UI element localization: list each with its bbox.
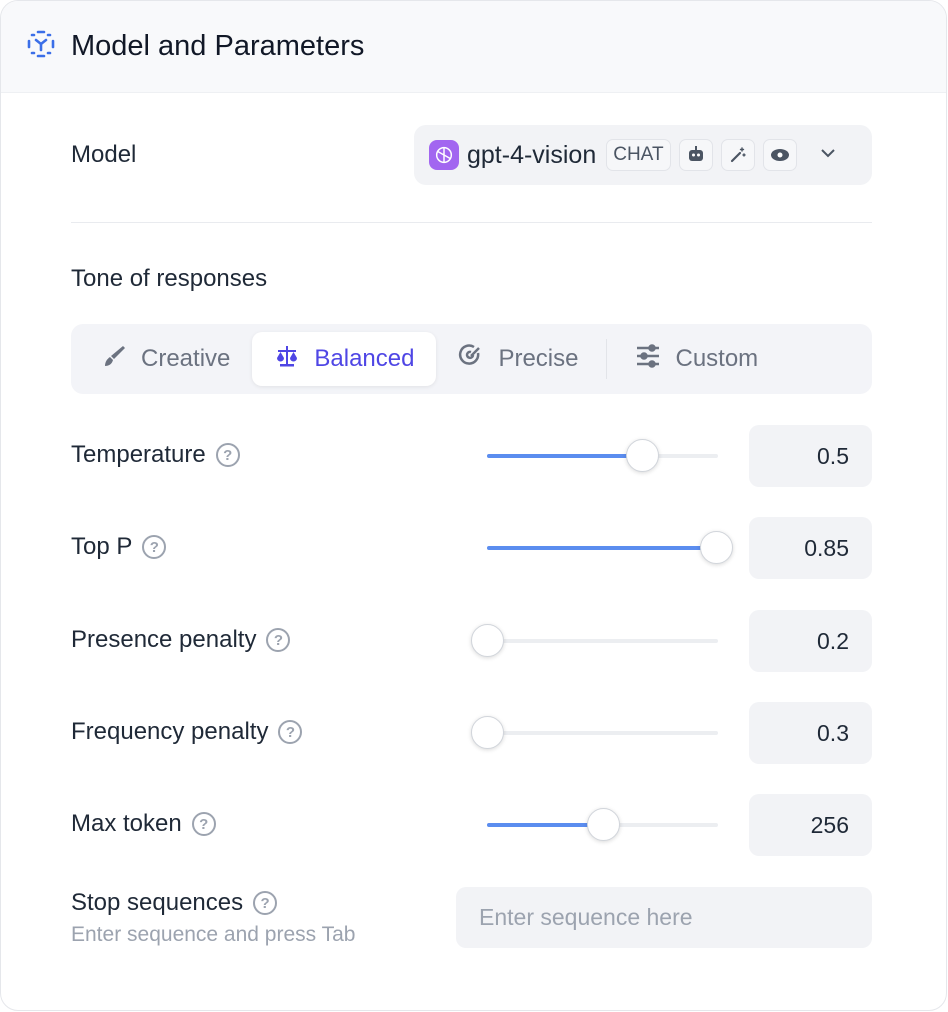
tab-custom[interactable]: Custom	[613, 332, 780, 386]
param-row: Presence penalty? 0.2	[71, 610, 872, 672]
slider-thumb[interactable]	[471, 716, 504, 749]
magic-wand-icon	[720, 139, 755, 171]
chevron-down-icon[interactable]	[819, 146, 837, 164]
tone-tabs: Creative Balanced Precise Custom	[71, 324, 872, 394]
param-value-input[interactable]: 0.5	[749, 425, 872, 487]
stop-sequences-row: Stop sequences ? Enter sequence and pres…	[71, 889, 870, 947]
param-row: Max token? 256	[71, 794, 872, 856]
slider-fill	[487, 823, 603, 827]
slider-thumb[interactable]	[625, 439, 659, 472]
param-row: Frequency penalty? 0.3	[71, 702, 872, 764]
model-label: Model	[71, 141, 137, 168]
tab-creative[interactable]: Creative	[79, 332, 252, 386]
scale-icon	[274, 343, 300, 376]
tab-label: Precise	[498, 345, 579, 372]
target-icon	[458, 343, 484, 376]
param-label: Presence penalty?	[71, 626, 291, 654]
stop-sequences-text: Stop sequences	[71, 889, 244, 916]
param-label-text: Presence penalty	[71, 626, 257, 653]
slider-fill	[487, 454, 642, 458]
param-label: Frequency penalty?	[71, 718, 303, 746]
param-slider[interactable]	[487, 439, 718, 472]
panel-title: Model and Parameters	[71, 30, 365, 62]
stop-sequence-input[interactable]	[456, 887, 872, 948]
model-scan-icon	[25, 28, 57, 65]
help-icon[interactable]: ?	[278, 720, 303, 744]
eye-icon	[762, 139, 797, 171]
divider	[71, 222, 872, 223]
tone-label: Tone of responses	[71, 265, 268, 292]
param-slider[interactable]	[471, 716, 718, 749]
model-row: Model	[71, 125, 870, 185]
param-label: Max token?	[71, 810, 216, 838]
param-row: Temperature? 0.5	[71, 425, 872, 487]
param-slider[interactable]	[487, 808, 718, 841]
param-value-input[interactable]: 0.3	[749, 702, 872, 764]
param-slider[interactable]	[471, 624, 718, 657]
help-icon[interactable]: ?	[253, 891, 278, 915]
param-value-input[interactable]: 0.2	[749, 610, 872, 672]
param-value-input[interactable]: 256	[749, 794, 872, 856]
slider-thumb[interactable]	[586, 808, 620, 841]
tab-separator	[606, 339, 608, 379]
param-label-text: Temperature	[71, 441, 206, 468]
stop-sequences-hint: Enter sequence and press Tab	[71, 923, 356, 946]
tab-label: Creative	[141, 345, 231, 372]
slider-thumb[interactable]	[471, 624, 504, 657]
param-slider[interactable]	[487, 531, 733, 564]
tab-precise[interactable]: Precise	[436, 332, 600, 386]
param-value-input[interactable]: 0.85	[749, 517, 872, 579]
param-label: Top P?	[71, 533, 167, 561]
help-icon[interactable]: ?	[191, 812, 216, 836]
help-icon[interactable]: ?	[215, 443, 240, 467]
tab-label: Custom	[675, 345, 759, 372]
tab-label: Balanced	[314, 345, 415, 372]
model-select[interactable]: gpt-4-vision CHAT	[414, 125, 872, 185]
slider-thumb[interactable]	[699, 531, 733, 564]
slider-fill	[487, 546, 716, 550]
openai-logo-icon	[429, 140, 459, 170]
stop-sequences-label: Stop sequences ?	[71, 889, 278, 917]
param-label-text: Top P	[71, 533, 133, 560]
param-label-text: Max token	[71, 810, 182, 837]
param-row: Top P? 0.85	[71, 517, 872, 579]
sliders-icon	[635, 343, 661, 376]
chat-badge: CHAT	[606, 139, 671, 171]
help-icon[interactable]: ?	[266, 628, 291, 652]
model-name: gpt-4-vision	[467, 140, 597, 169]
tone-row: Tone of responses	[71, 265, 870, 293]
param-label: Temperature?	[71, 441, 240, 469]
brush-icon	[101, 343, 127, 376]
robot-icon	[678, 139, 713, 171]
help-icon[interactable]: ?	[142, 535, 167, 559]
param-label-text: Frequency penalty	[71, 718, 269, 745]
tab-balanced[interactable]: Balanced	[252, 332, 437, 386]
panel-header: Model and Parameters	[1, 1, 946, 93]
